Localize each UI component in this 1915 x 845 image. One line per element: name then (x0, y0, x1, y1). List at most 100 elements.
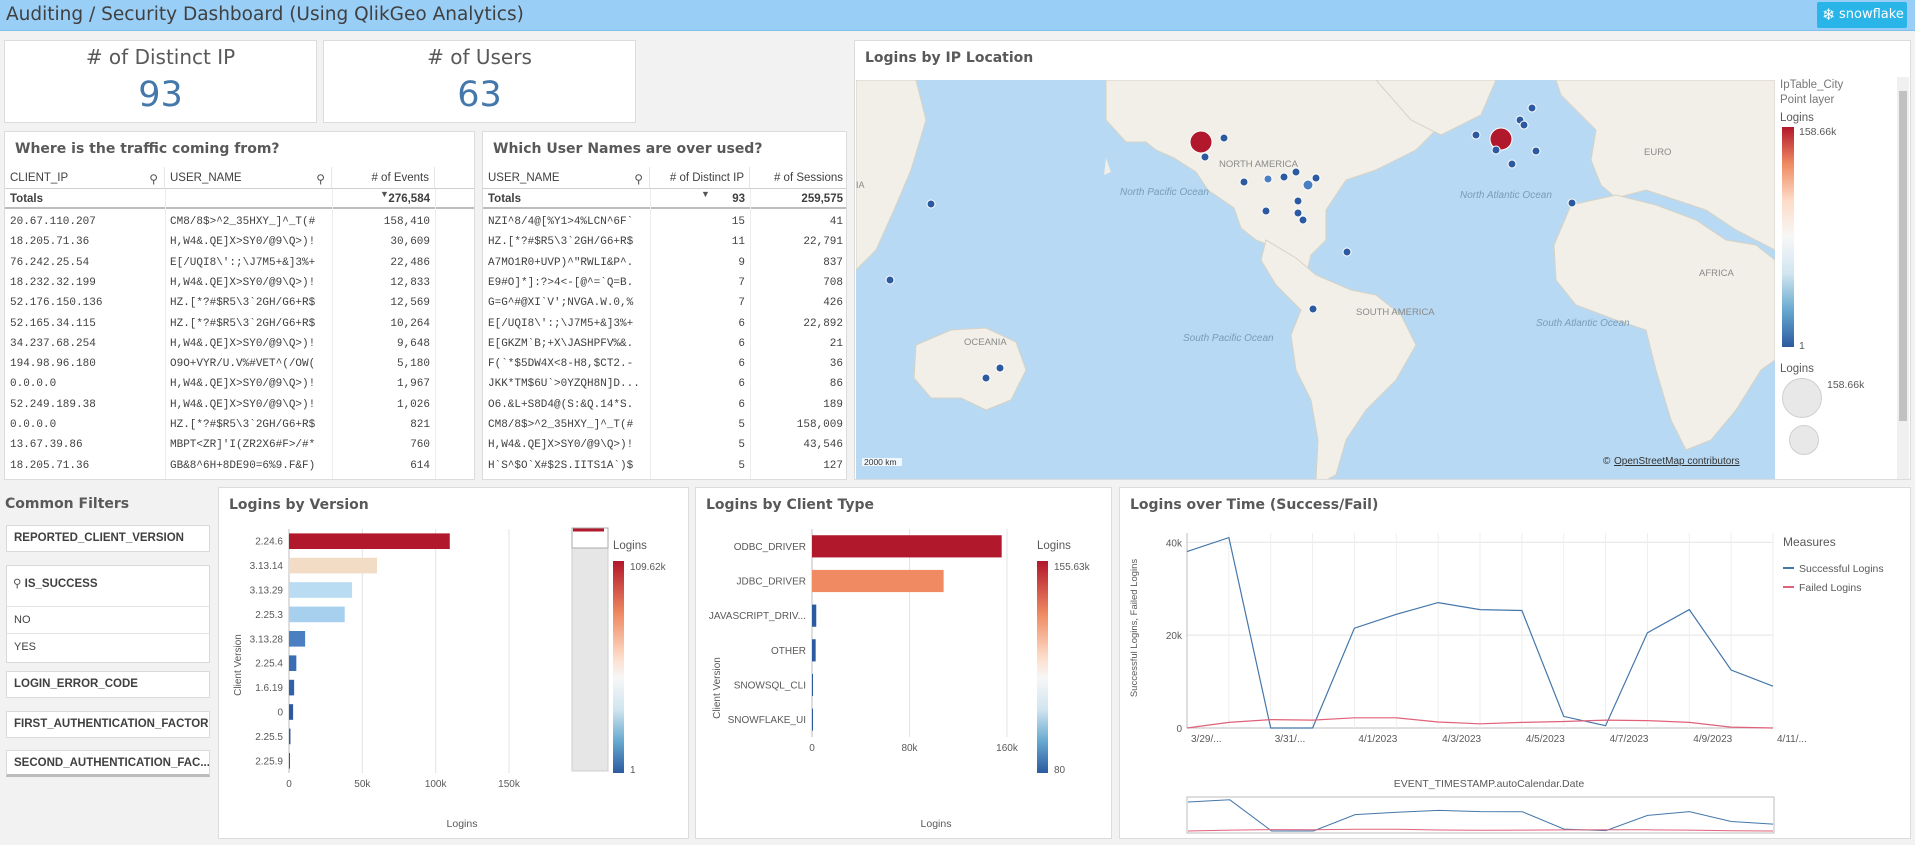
scrollbar-thumb[interactable] (1899, 91, 1907, 421)
table-cell[interactable]: H,W4&.QE]X>SY0/@9\Q>)! (170, 236, 316, 249)
bar[interactable] (812, 639, 816, 662)
map-point[interactable] (1311, 173, 1321, 183)
table-cell[interactable]: H,W4&.QE]X>SY0/@9\Q>)! (488, 439, 634, 452)
category-label[interactable]: 3.13.28 (250, 634, 284, 645)
table-cell[interactable]: 18.205.71.36 (10, 459, 90, 472)
table-cell[interactable]: 158,009 (796, 419, 843, 431)
table-cell[interactable]: HZ.[*?#$R5\3`2GH/G6+R$ (170, 419, 316, 431)
bar[interactable] (289, 557, 377, 574)
col-distinct-ip[interactable]: # of Distinct IP (650, 167, 750, 189)
table-cell[interactable]: 52.249.189.38 (10, 398, 96, 411)
bar[interactable] (289, 679, 295, 696)
table-cell[interactable]: H,W4&.QE]X>SY0/@9\Q>)! (170, 337, 316, 350)
table-cell[interactable]: JKK*TM$6U`>0YZQH8N]D... (488, 378, 640, 391)
bar[interactable] (289, 630, 306, 647)
category-label[interactable]: JDBC_DRIVER (737, 577, 806, 588)
table-cell[interactable]: 9,648 (396, 337, 430, 350)
bar[interactable] (289, 606, 345, 623)
table-cell[interactable]: 426 (823, 297, 843, 310)
table-cell[interactable]: 11 (731, 236, 745, 249)
table-cell[interactable]: 18.232.32.199 (10, 276, 96, 289)
kpi-users[interactable]: # of Users 63 (323, 40, 636, 123)
category-label[interactable]: OTHER (771, 646, 806, 657)
category-label[interactable]: 2.25.9 (255, 756, 283, 767)
search-icon[interactable]: ⚲ (316, 172, 325, 186)
map-point[interactable] (1200, 152, 1210, 162)
bar[interactable] (289, 752, 290, 769)
table-cell[interactable]: 12,569 (390, 297, 430, 310)
map-point[interactable] (1489, 127, 1513, 151)
table-cell[interactable]: 22,791 (803, 236, 843, 249)
category-label[interactable]: SNOWFLAKE_UI (728, 715, 806, 726)
table-cell[interactable]: H,W4&.QE]X>SY0/@9\Q>)! (170, 398, 316, 411)
category-label[interactable]: SNOWSQL_CLI (734, 681, 806, 692)
map-point[interactable] (1261, 206, 1271, 216)
table-cell[interactable]: 5 (738, 419, 745, 431)
osm-attribution-link[interactable]: OpenStreetMap contributors (1614, 456, 1740, 467)
table-cell[interactable]: 1,967 (396, 378, 430, 391)
table-cell[interactable]: 7 (738, 297, 745, 310)
bar[interactable] (289, 533, 450, 550)
table-cell[interactable]: 52.165.34.115 (10, 317, 96, 330)
table-cell[interactable]: 158,410 (383, 216, 430, 228)
table-cell[interactable]: 76.242.25.54 (10, 256, 90, 269)
filter-option-no[interactable]: NO (7, 606, 209, 633)
category-label[interactable]: JAVASCRIPT_DRIV... (709, 611, 806, 622)
filter-option-yes[interactable]: YES (7, 633, 209, 660)
map-point[interactable] (1527, 103, 1537, 113)
col-events[interactable]: # of Events (332, 167, 435, 189)
filter-second-auth-factor[interactable]: SECOND_AUTHENTICATION_FAC... (6, 750, 210, 777)
table-cell[interactable]: 22,892 (803, 317, 843, 330)
category-label[interactable]: 2.25.3 (255, 610, 283, 621)
logins-line-chart[interactable]: Successful Logins, Failed Logins EVENT_T… (1120, 488, 1912, 840)
category-label[interactable]: 0 (277, 708, 283, 719)
bar[interactable] (289, 728, 291, 745)
ip-location-map[interactable]: IA NORTH AMERICA SOUTH AMERICA OCEANIA A… (856, 80, 1775, 480)
map-point[interactable] (1308, 304, 1318, 314)
map-point[interactable] (981, 373, 991, 383)
map-point[interactable] (1293, 208, 1303, 218)
table-cell[interactable]: 86 (829, 378, 843, 391)
table-cell[interactable]: 12,833 (390, 276, 430, 289)
col-client-ip[interactable]: CLIENT_IP ⚲ (5, 167, 165, 189)
table-cell[interactable]: 6 (738, 317, 745, 330)
table-cell[interactable]: 7 (738, 276, 745, 289)
table-cell[interactable]: 0.0.0.0 (10, 419, 57, 431)
table-cell[interactable]: 34.237.68.254 (10, 337, 96, 350)
table-cell[interactable]: 821 (410, 419, 430, 431)
category-label[interactable]: 3.13.14 (250, 561, 284, 572)
table-cell[interactable]: 760 (410, 439, 430, 452)
category-label[interactable]: 2.25.4 (255, 659, 283, 670)
search-icon[interactable]: ⚲ (149, 172, 158, 186)
map-point[interactable] (1263, 174, 1273, 184)
filter-first-auth-factor[interactable]: FIRST_AUTHENTICATION_FACTOR (6, 711, 210, 738)
table-cell[interactable]: 30,609 (390, 236, 430, 249)
category-label[interactable]: ODBC_DRIVER (734, 542, 806, 553)
table-cell[interactable]: GB&8^6H+8DE90=6%9.F&F) (170, 459, 316, 472)
map-point[interactable] (1291, 167, 1301, 177)
client-bar-chart[interactable]: Client Version Logins Logins 155.63k 80 … (696, 488, 1113, 840)
map-point[interactable] (1298, 215, 1308, 225)
bar[interactable] (289, 582, 353, 598)
filter-reported-client-version[interactable]: REPORTED_CLIENT_VERSION (6, 525, 210, 552)
bar[interactable] (812, 708, 813, 731)
map-legend-scrollbar[interactable] (1897, 77, 1909, 479)
table-cell[interactable]: 127 (823, 459, 843, 472)
bar[interactable] (812, 569, 944, 593)
map-point[interactable] (1519, 120, 1529, 130)
category-label[interactable]: 2.24.6 (255, 537, 283, 548)
table-cell[interactable]: HZ.[*?#$R5\3`2GH/G6+R$ (488, 236, 634, 249)
kpi-distinct-ip[interactable]: # of Distinct IP 93 (4, 40, 317, 123)
filter-login-error-code[interactable]: LOGIN_ERROR_CODE (6, 671, 210, 698)
table-cell[interactable]: 837 (823, 256, 843, 269)
table-cell[interactable]: 36 (829, 358, 843, 371)
table-cell[interactable]: G=G^#@XI`V';NVGA.W.0,% (488, 297, 634, 310)
bar[interactable] (812, 604, 817, 627)
table-cell[interactable]: E9#O]*]:?>4<-[@^=`Q=B. (488, 276, 634, 289)
version-bar-chart[interactable]: Client Version Logins Logins 109.62k 1 0… (219, 488, 690, 840)
table-cell[interactable]: 20.67.110.207 (10, 216, 96, 228)
table-cell[interactable]: E[GKZM`B;+X\JASHPFV%&. (488, 337, 634, 350)
map-points[interactable] (885, 103, 1577, 383)
category-label[interactable]: 2.25.5 (255, 732, 283, 743)
series-line-successful-logins[interactable] (1186, 536, 1774, 729)
